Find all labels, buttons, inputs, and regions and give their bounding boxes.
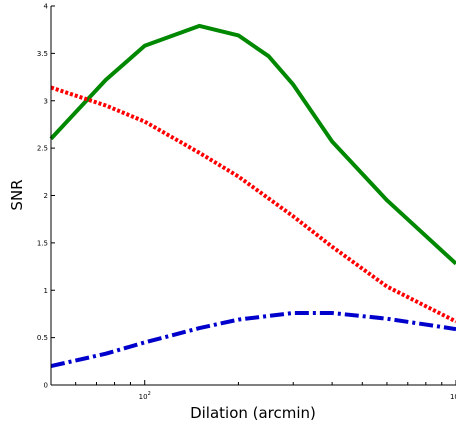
y-tick-label: 3.5 [37, 50, 48, 58]
y-tick-label: 0.5 [37, 334, 48, 342]
series-line-1 [49, 23, 456, 266]
series-line-3 [50, 311, 456, 369]
y-tick-label: 1.5 [37, 239, 48, 247]
y-tick-label: 0 [44, 382, 48, 390]
y-tick-label: 2 [44, 192, 48, 200]
x-tick-label: 102 [139, 391, 151, 401]
y-tick-label: 2.5 [37, 145, 48, 153]
series-layer [49, 23, 456, 369]
y-tick-label: 3 [44, 97, 48, 105]
labels-layer: 0 0.5 1 1.5 2 2.5 3 3.5 4 102 103 [37, 3, 456, 402]
plot-area [51, 6, 456, 385]
y-axis-label: SNR [8, 179, 26, 210]
series-line-2 [50, 85, 456, 324]
x-tick-label: 103 [450, 391, 456, 401]
y-tick-label: 4 [44, 3, 49, 11]
x-axis-label: Dilation (arcmin) [190, 404, 316, 422]
axes-layer [50, 5, 456, 386]
y-tick-label: 1 [44, 287, 48, 295]
